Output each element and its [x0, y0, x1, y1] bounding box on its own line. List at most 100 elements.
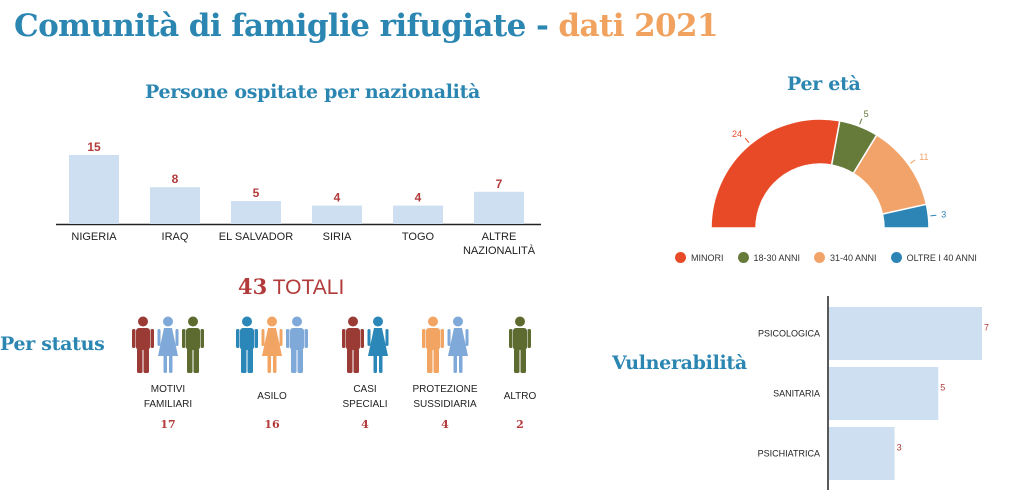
age-legend-label: 18-30 ANNI — [753, 252, 801, 263]
status-value: 17 — [160, 418, 176, 431]
age-legend: MINORI 18-30 ANNI 31-40 ANNI OLTRE I 40 ANN… — [675, 252, 977, 263]
total-count: 43 TOTALI — [238, 274, 344, 300]
status-label-line: ALTRO — [503, 391, 537, 402]
status-group: MOTIVI FAMILIARI 17 — [113, 316, 223, 431]
total-label: TOTALI — [272, 276, 345, 299]
person-man-maroon-icon — [341, 316, 364, 373]
nationality-bar — [474, 191, 524, 224]
nationality-category-label: SIRIA — [323, 231, 352, 243]
age-legend-swatch — [737, 252, 749, 263]
status-value: 4 — [441, 418, 449, 431]
nationality-value-label: 7 — [496, 177, 503, 191]
status-label-line: ASILO — [257, 391, 287, 402]
nationality-value-label: 5 — [253, 186, 260, 200]
age-legend-swatch — [675, 252, 686, 263]
vulnerability-category-label: PSICOLOGICA — [758, 329, 820, 339]
person-woman-peach-icon — [261, 316, 283, 373]
person-man-blue-icon — [236, 316, 258, 373]
status-value: 2 — [516, 418, 524, 431]
status-people-icons — [227, 316, 317, 374]
age-slice-leader — [930, 214, 937, 217]
status-people-icons — [490, 316, 550, 374]
age-legend-swatch — [890, 252, 902, 263]
status-label-line: FAMILIARI — [143, 399, 193, 410]
vulnerability-value-label: 3 — [897, 443, 902, 453]
status-label: ASILO — [227, 382, 317, 412]
nationality-category-label: TOGO — [402, 231, 435, 243]
status-section-title: Per status — [0, 333, 105, 355]
person-man-olive-icon — [182, 316, 204, 373]
age-slice-label: 3 — [941, 210, 946, 220]
age-slice — [881, 203, 930, 229]
status-group: PROTEZIONE SUSSIDIARIA 4 — [400, 316, 490, 431]
age-gauge-chart: 24 5 11 3 — [710, 109, 946, 229]
status-value: 4 — [361, 418, 369, 431]
person-man-lightblue-icon — [286, 316, 308, 373]
status-group: CASI SPECIALI 4 — [325, 316, 405, 431]
nationality-bar — [150, 187, 200, 224]
nationality-bar — [69, 155, 119, 224]
total-number: 43 — [238, 274, 268, 299]
page-title-main: Comunità di famiglie rifugiate - — [14, 8, 559, 44]
vulnerability-category-label: SANITARIA — [773, 389, 820, 399]
nationality-category-label: IRAQ — [162, 231, 189, 243]
vulnerability-chart-title: Vulnerabilità — [612, 352, 747, 374]
status-group: ASILO 16 — [227, 316, 317, 431]
age-legend-swatch — [814, 252, 826, 263]
status-group: ALTRO 2 — [490, 316, 550, 431]
vulnerability-bar — [829, 307, 982, 360]
person-woman-blue-icon — [367, 316, 388, 373]
vulnerability-bar — [829, 427, 895, 480]
status-label: PROTEZIONE SUSSIDIARIA — [400, 382, 490, 412]
age-legend-item: 18-30 ANNI — [737, 252, 801, 263]
age-legend-item: MINORI — [675, 252, 724, 263]
person-man-peach-icon — [421, 316, 444, 373]
age-legend-item: OLTRE I 40 ANNI — [890, 252, 977, 263]
age-slice-label: 11 — [919, 152, 928, 162]
age-slice-label: 24 — [732, 129, 742, 139]
status-people-icons — [400, 316, 490, 374]
age-legend-label: OLTRE I 40 ANNI — [906, 252, 977, 263]
status-label-line: SUSSIDIARIA — [413, 399, 477, 410]
nationality-value-label: 4 — [415, 191, 422, 205]
status-label-line: PROTEZIONE — [412, 384, 478, 395]
age-legend-label: MINORI — [691, 252, 724, 263]
person-man-maroon-icon — [132, 316, 154, 373]
age-slice-leader — [744, 137, 750, 144]
nationality-bar-chart: 15 NIGERIA 8 IRAQ 5 EL SALVADOR 4 SIRIA 4 TOGO 7 AL… — [56, 140, 541, 257]
status-label: ALTRO — [490, 382, 550, 412]
page-title: Comunità di famiglie rifugiate - dati 20… — [14, 8, 719, 44]
age-legend-item: 31-40 ANNI — [814, 252, 877, 263]
nationality-category-label: NAZIONALITÀ — [463, 244, 536, 257]
status-label-line: CASI — [353, 384, 377, 395]
vulnerability-category-label: PSICHIATRICA — [758, 449, 820, 459]
person-woman-lightblue-icon — [157, 316, 179, 373]
nationality-bar — [231, 201, 281, 224]
vulnerability-value-label: 5 — [940, 383, 945, 393]
age-slice — [710, 118, 841, 229]
nationality-category-label: ALTRE — [482, 231, 517, 243]
status-value: 16 — [264, 418, 280, 431]
age-legend-label: 31-40 ANNI — [830, 252, 877, 263]
nationality-value-label: 4 — [334, 191, 341, 205]
nationality-value-label: 8 — [172, 172, 179, 186]
person-man-olive-icon — [509, 316, 531, 373]
status-label: MOTIVI FAMILIARI — [113, 382, 223, 412]
nationality-bar — [393, 205, 443, 224]
status-people-icons — [325, 316, 405, 374]
vulnerability-bar-chart: PSICOLOGICA 7 SANITARIA 5 PSICHIATRICA 3 — [758, 296, 989, 490]
status-label-line: SPECIALI — [342, 399, 388, 410]
age-slice-leader — [859, 118, 863, 125]
status-people-icons — [113, 316, 223, 374]
status-label: CASI SPECIALI — [325, 382, 405, 412]
nationality-category-label: EL SALVADOR — [219, 231, 293, 243]
nationality-bar — [312, 205, 362, 224]
vulnerability-bar — [829, 367, 939, 420]
person-woman-lightblue-icon — [447, 316, 468, 373]
age-chart-title: Per età — [787, 73, 861, 95]
nationality-category-label: NIGERIA — [71, 231, 117, 243]
nationality-chart-title: Persone ospitate per nazionalità — [145, 81, 481, 103]
status-label-line: MOTIVI — [150, 384, 186, 395]
vulnerability-value-label: 7 — [984, 323, 989, 333]
age-slice-label: 5 — [864, 109, 869, 119]
